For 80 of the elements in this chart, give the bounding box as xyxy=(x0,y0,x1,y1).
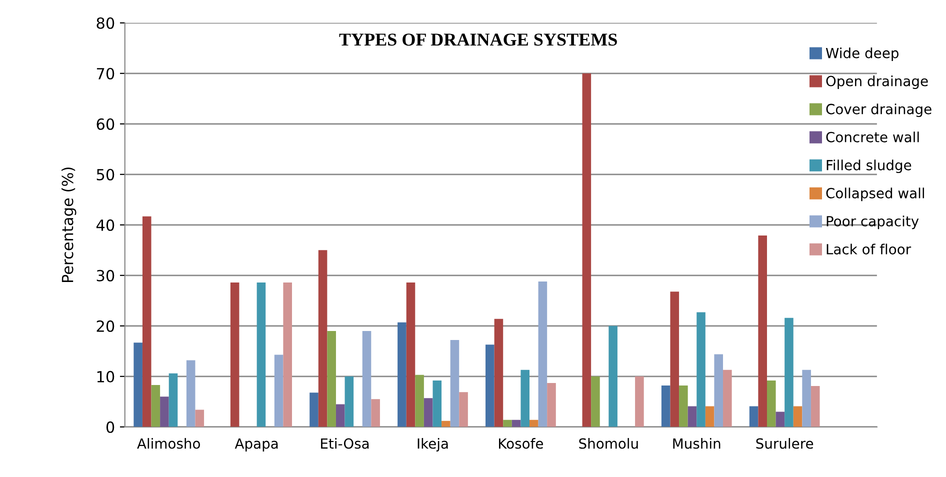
legend-label: Filled sludge xyxy=(826,160,912,174)
bar xyxy=(195,410,204,427)
legend-label: Concrete wall xyxy=(826,132,919,142)
bar xyxy=(582,73,592,427)
bar xyxy=(398,322,406,427)
bar xyxy=(635,376,644,427)
bar xyxy=(274,354,284,427)
bar xyxy=(142,216,152,427)
bar xyxy=(784,318,794,427)
bar xyxy=(406,282,416,427)
bar xyxy=(186,360,196,427)
x-tick-label: Kosofe xyxy=(499,438,543,449)
bar xyxy=(793,406,802,427)
y-tick-label: 30 xyxy=(96,270,114,282)
bar xyxy=(230,282,240,427)
bar xyxy=(459,392,468,427)
bar xyxy=(688,406,697,427)
bar xyxy=(608,326,618,427)
legend-label: Wide deep xyxy=(826,48,898,61)
x-tick-label: Ikeja xyxy=(418,438,448,452)
bar xyxy=(723,370,732,427)
bar xyxy=(362,330,372,427)
bar xyxy=(450,340,460,427)
legend-label: Poor capacity xyxy=(826,216,919,230)
bar xyxy=(168,373,178,427)
y-tick-label: 10 xyxy=(97,370,114,382)
y-tick-label: 0 xyxy=(106,421,114,433)
bar xyxy=(160,396,169,427)
bar xyxy=(415,374,424,427)
bar xyxy=(371,399,380,427)
bar xyxy=(696,312,706,427)
legend-label: Open drainage xyxy=(826,76,928,89)
y-tick-label: 80 xyxy=(96,17,114,29)
bar xyxy=(661,386,670,427)
bar xyxy=(432,380,442,427)
y-tick-label: 20 xyxy=(96,320,114,332)
bar xyxy=(283,282,292,427)
bar xyxy=(538,281,548,427)
x-tick-label: Apapa xyxy=(234,438,278,452)
bar xyxy=(442,420,450,427)
bar xyxy=(310,392,318,427)
bar xyxy=(520,370,530,427)
x-tick-label: Surulere xyxy=(756,438,814,449)
x-tick-label: Eti-Osa xyxy=(321,438,369,449)
bar xyxy=(318,250,328,427)
y-tick-label: 60 xyxy=(96,118,114,130)
bar xyxy=(749,406,758,427)
bar xyxy=(134,342,142,427)
bar xyxy=(802,370,811,427)
bar xyxy=(591,376,600,427)
bar xyxy=(503,420,512,427)
chart-title: TYPES OF DRAINAGE SYSTEMS xyxy=(339,34,617,46)
bar xyxy=(714,354,724,427)
legend-label: Lack of floor xyxy=(826,244,912,254)
bar xyxy=(758,236,767,427)
y-tick-label: 50 xyxy=(96,168,114,180)
bar xyxy=(547,382,556,427)
bar xyxy=(336,404,345,427)
y-axis-title: Percentage (%) xyxy=(61,168,76,282)
bar xyxy=(670,292,680,427)
bar xyxy=(494,318,504,427)
bar xyxy=(679,386,688,427)
bar xyxy=(327,330,336,427)
y-tick-label: 40 xyxy=(96,219,114,231)
x-tick-label: Mushin xyxy=(673,438,720,449)
bar xyxy=(424,398,433,427)
bar xyxy=(766,380,776,427)
legend-label: Collapsed wall xyxy=(826,188,924,202)
bar xyxy=(256,282,266,427)
bar xyxy=(151,385,160,427)
x-tick-label: Alimosho xyxy=(137,438,200,449)
bar xyxy=(529,420,538,427)
bar xyxy=(776,412,785,427)
x-tick-label: Shomolu xyxy=(579,438,638,449)
bar xyxy=(810,386,820,427)
y-tick-label: 70 xyxy=(96,68,114,80)
bar xyxy=(486,344,494,427)
bar xyxy=(705,406,714,427)
bar xyxy=(344,376,354,427)
legend-label: Cover drainage xyxy=(826,104,932,118)
